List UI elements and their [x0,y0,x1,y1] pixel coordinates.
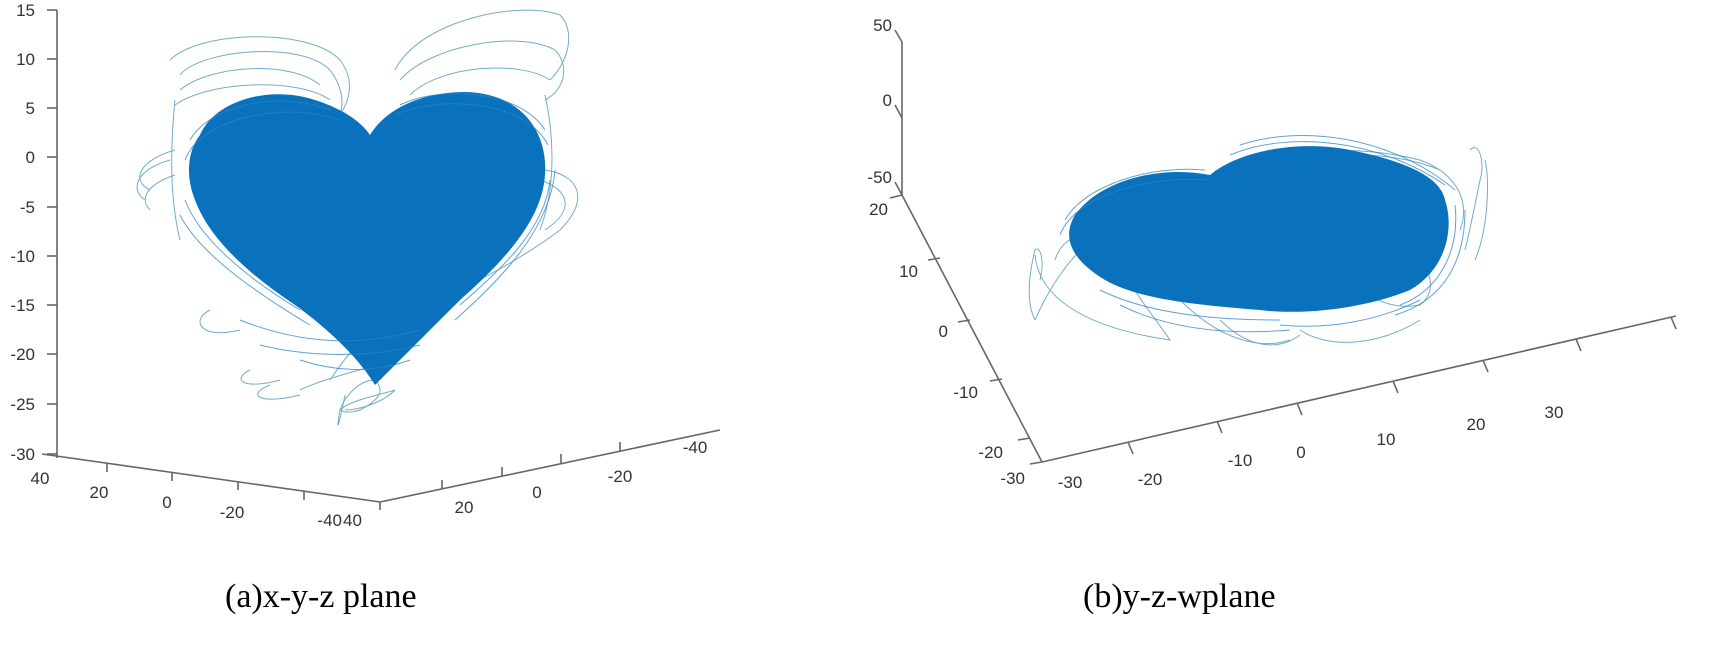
svg-text:5: 5 [26,99,35,118]
svg-text:-10: -10 [953,383,978,402]
svg-text:-10: -10 [10,247,35,266]
svg-text:-20: -20 [608,467,633,486]
svg-text:-40: -40 [683,438,708,457]
plot-panel-b: 50 0 -50 20 10 0 -10 -20 -30 [860,0,1714,646]
w-axis-tick [894,181,903,196]
bottom-axis-ticks [1127,316,1677,455]
attractor-b [1028,134,1488,346]
svg-text:10: 10 [899,262,918,281]
svg-text:10: 10 [16,50,35,69]
svg-text:40: 40 [31,469,50,488]
svg-text:0: 0 [883,91,892,110]
bottom-axis-tick-labels: -30 -20 -10 0 10 20 30 [1058,403,1564,492]
plot-a-canvas: 15 10 5 0 -5 -10 -15 -20 -25 -30 [10,1,721,530]
svg-text:0: 0 [939,322,948,341]
w-axis-tick [894,104,903,119]
svg-text:0: 0 [162,493,171,512]
svg-text:15: 15 [16,1,35,20]
svg-text:-50: -50 [867,168,892,187]
vertical-axis-tick-labels: 50 0 -50 [867,16,892,187]
svg-text:-15: -15 [10,296,35,315]
x-axis-line [41,453,381,503]
svg-text:-25: -25 [10,395,35,414]
plot-panel-a: 15 10 5 0 -5 -10 -15 -20 -25 -30 [10,1,721,530]
svg-text:-30: -30 [1058,473,1083,492]
svg-text:30: 30 [1545,403,1564,422]
svg-text:-30: -30 [1000,469,1025,488]
caption-a: (a)x-y-z plane [225,578,417,615]
svg-text:0: 0 [532,483,541,502]
svg-text:-5: -5 [20,198,35,217]
svg-text:20: 20 [1467,415,1486,434]
w-axis-tick [894,29,903,43]
left-depth-axis-line [901,194,1043,463]
y-axis-tick-labels: 40 20 0 -20 -40 [343,438,707,530]
caption-b: (b)y-z-wplane [1083,578,1276,615]
svg-text:-20: -20 [978,443,1003,462]
x-axis-tick-labels: 40 20 0 -20 -40 [31,469,342,530]
left-depth-axis-tick-labels: 20 10 0 -10 -20 -30 [869,200,1025,488]
svg-text:-30: -30 [10,445,35,464]
svg-text:-20: -20 [220,503,245,522]
svg-text:20: 20 [90,483,109,502]
svg-text:10: 10 [1377,430,1396,449]
svg-text:0: 0 [1296,443,1305,462]
y-axis-ticks [379,442,621,510]
svg-text:20: 20 [455,498,474,517]
left-depth-axis-ticks [889,194,1043,465]
svg-text:20: 20 [869,200,888,219]
y-axis-line [379,429,721,503]
z-axis-tick-labels: 15 10 5 0 -5 -10 -15 -20 -25 -30 [10,1,35,464]
svg-text:-20: -20 [1138,470,1163,489]
z-axis-ticks [47,9,57,455]
svg-text:-20: -20 [10,345,35,364]
svg-text:40: 40 [343,511,362,530]
plot-b-canvas: 50 0 -50 20 10 0 -10 -20 -30 [867,16,1677,492]
x-axis-ticks [106,463,305,500]
svg-text:-40: -40 [317,511,342,530]
svg-text:50: 50 [873,16,892,35]
svg-text:-10: -10 [1228,451,1253,470]
bottom-axis-line [1041,315,1677,463]
attractor-a [136,9,579,426]
svg-text:0: 0 [26,148,35,167]
